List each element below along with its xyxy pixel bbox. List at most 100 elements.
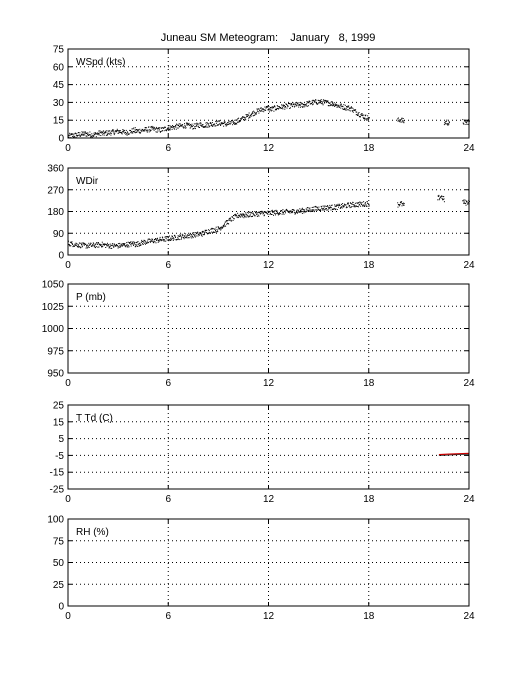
data-point bbox=[317, 99, 319, 101]
y-tick-label: 270 bbox=[47, 185, 64, 196]
data-point bbox=[205, 122, 207, 124]
data-point bbox=[289, 212, 291, 214]
data-point bbox=[104, 132, 105, 134]
data-point bbox=[232, 121, 234, 123]
data-point bbox=[245, 114, 247, 116]
data-point bbox=[342, 108, 344, 110]
data-point bbox=[126, 131, 128, 133]
data-point bbox=[136, 242, 137, 244]
data-point bbox=[201, 126, 203, 127]
data-point bbox=[265, 109, 267, 111]
data-point bbox=[148, 242, 149, 244]
data-point bbox=[465, 121, 467, 123]
data-point bbox=[71, 134, 72, 136]
data-point bbox=[95, 247, 96, 249]
x-tick-label: 6 bbox=[165, 494, 171, 505]
data-point bbox=[183, 238, 185, 240]
data-point bbox=[271, 106, 273, 108]
data-point bbox=[93, 135, 95, 137]
data-point bbox=[327, 205, 329, 207]
panel-label: WDir bbox=[76, 176, 99, 187]
data-point bbox=[205, 126, 207, 128]
data-point bbox=[158, 129, 160, 131]
data-point bbox=[101, 246, 103, 248]
data-point bbox=[326, 209, 328, 211]
data-point bbox=[77, 135, 79, 136]
data-point bbox=[101, 131, 103, 133]
data-point bbox=[169, 129, 171, 131]
data-point bbox=[258, 215, 260, 217]
data-point bbox=[143, 130, 145, 131]
data-point bbox=[349, 107, 350, 109]
data-point bbox=[262, 108, 264, 110]
data-point bbox=[139, 128, 141, 130]
data-point bbox=[335, 208, 337, 210]
data-point bbox=[220, 229, 222, 231]
data-point bbox=[153, 242, 155, 244]
data-point bbox=[260, 107, 262, 109]
data-point bbox=[175, 128, 177, 130]
data-point bbox=[170, 238, 172, 240]
data-point bbox=[181, 125, 183, 127]
data-point bbox=[358, 114, 360, 116]
data-point bbox=[341, 207, 343, 209]
data-point bbox=[275, 209, 277, 211]
data-point bbox=[151, 125, 153, 127]
data-point bbox=[225, 125, 227, 127]
data-point bbox=[465, 124, 467, 125]
data-point bbox=[342, 205, 344, 207]
data-point bbox=[202, 127, 204, 128]
data-point bbox=[125, 245, 127, 247]
data-point bbox=[366, 201, 368, 203]
data-point bbox=[327, 100, 329, 102]
data-point bbox=[125, 246, 127, 248]
data-point bbox=[119, 244, 121, 246]
data-point bbox=[124, 132, 126, 134]
data-point bbox=[401, 117, 403, 119]
data-point bbox=[218, 123, 220, 125]
data-point bbox=[246, 116, 247, 118]
data-point bbox=[257, 108, 259, 110]
data-point bbox=[312, 104, 314, 106]
data-point bbox=[105, 243, 107, 245]
data-point bbox=[278, 108, 280, 110]
data-point bbox=[151, 238, 153, 240]
data-point bbox=[401, 121, 403, 123]
data-point bbox=[168, 240, 170, 242]
data-series bbox=[438, 452, 470, 456]
data-point bbox=[96, 243, 98, 245]
data-point bbox=[281, 210, 283, 212]
data-point bbox=[309, 207, 311, 209]
data-point bbox=[401, 205, 403, 207]
data-point bbox=[103, 134, 105, 136]
x-tick-label: 18 bbox=[363, 260, 375, 271]
data-point bbox=[329, 204, 331, 206]
data-point bbox=[139, 245, 141, 246]
data-point bbox=[323, 206, 325, 208]
data-point bbox=[401, 118, 403, 120]
data-point bbox=[244, 214, 246, 216]
data-point bbox=[219, 226, 221, 228]
data-point bbox=[135, 131, 137, 133]
data-point bbox=[360, 205, 362, 207]
data-point bbox=[272, 107, 274, 109]
data-point bbox=[193, 123, 195, 125]
data-point bbox=[400, 119, 402, 121]
data-point bbox=[83, 244, 85, 246]
data-point bbox=[87, 247, 89, 249]
data-point bbox=[120, 243, 122, 245]
data-point bbox=[77, 245, 78, 247]
data-point bbox=[192, 237, 194, 239]
data-point bbox=[268, 108, 270, 109]
data-point bbox=[320, 99, 322, 101]
data-point bbox=[149, 241, 151, 243]
data-point bbox=[210, 122, 212, 124]
data-point bbox=[136, 130, 138, 132]
data-point bbox=[243, 217, 245, 219]
data-point bbox=[329, 102, 331, 104]
data-point bbox=[155, 126, 157, 128]
data-point bbox=[167, 129, 169, 131]
data-point bbox=[439, 198, 441, 200]
data-point bbox=[397, 120, 399, 122]
